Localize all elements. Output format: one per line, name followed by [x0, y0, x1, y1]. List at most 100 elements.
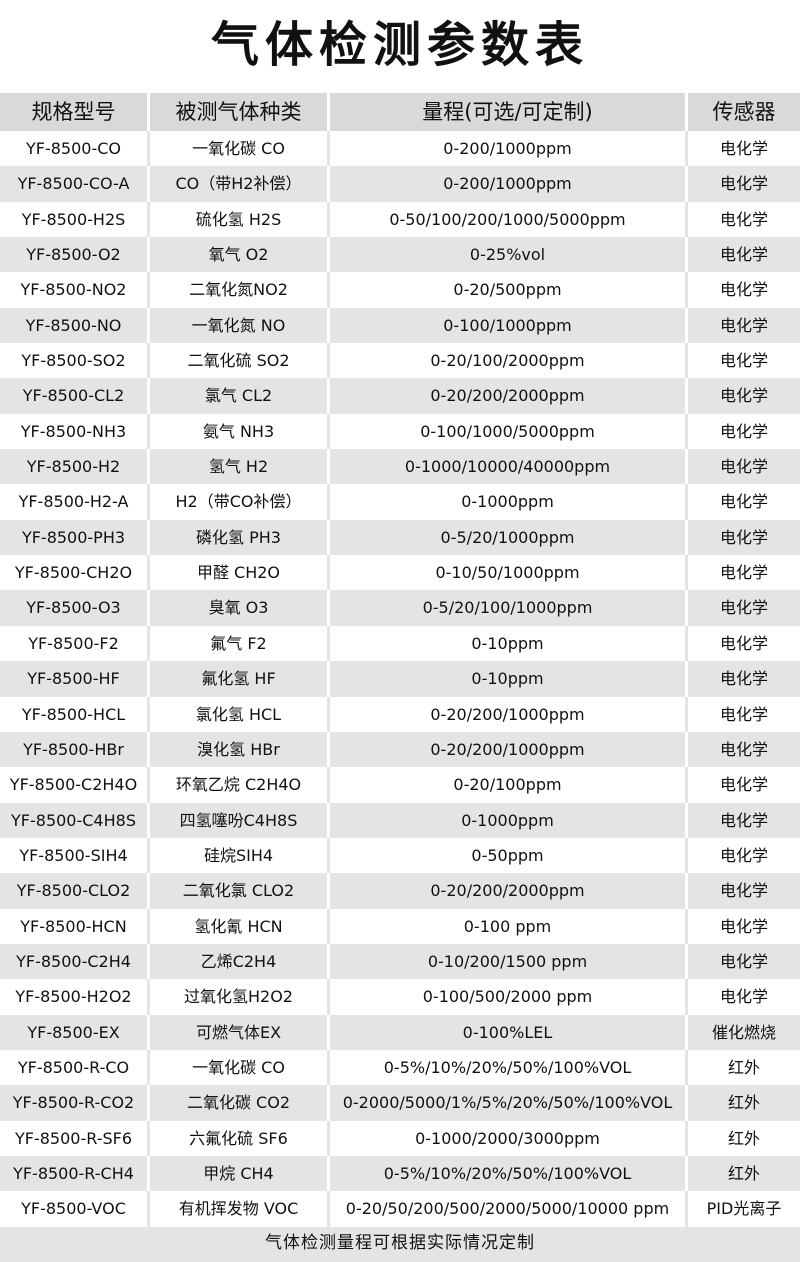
cell-range: 0-5%/10%/20%/50%/100%VOL: [330, 1155, 688, 1192]
table-row: YF-8500-H2O2 过氧化氢H2O2 0-100/500/2000 ppm 电化…: [0, 979, 800, 1015]
cell-sensor: 电化学: [719, 245, 768, 265]
table-row: YF-8500-CO 一氧化碳 CO 0-200/1000ppm 电化学: [0, 131, 800, 167]
cell-gas: 溴化氢 HBr: [150, 731, 330, 768]
cell-gas: 氢气 H2: [150, 449, 330, 485]
cell-gas: H2（带CO补偿）: [150, 484, 330, 520]
cell-model: YF-8500-NH3: [0, 413, 150, 450]
cell-sensor: 电化学: [719, 492, 768, 512]
cell-gas: 二氧化氮NO2: [150, 272, 330, 308]
table-row: YF-8500-O2 氧气 O2 0-25%vol 电化学: [0, 237, 800, 273]
cell-gas: 二氧化碳 CO2: [150, 1085, 330, 1121]
cell-range: 0-1000ppm: [330, 484, 688, 520]
table-row: YF-8500-CO-A CO（带H2补偿） 0-200/1000ppm 电化学: [0, 166, 800, 202]
table-row: YF-8500-C2H4 乙烯C2H4 0-10/200/1500 ppm 电化学: [0, 943, 800, 980]
cell-sensor: 红外: [727, 1057, 760, 1077]
table-row: YF-8500-H2 氢气 H2 0-1000/10000/40000ppm 电化学: [0, 449, 800, 485]
table-row: YF-8500-SO2 二氧化硫 SO2 0-20/100/2000ppm 电化学: [0, 343, 800, 379]
table-row: YF-8500-NO2 二氧化氮NO2 0-20/500ppm 电化学: [0, 272, 800, 308]
table-row: YF-8500-NO 一氧化氮 NO 0-100/1000ppm 电化学: [0, 307, 800, 344]
cell-range: 0-10/50/1000ppm: [330, 555, 688, 591]
cell-gas: 四氢噻吩C4H8S: [150, 802, 330, 838]
cell-gas: 一氧化碳 CO: [150, 131, 330, 167]
cell-sensor: 电化学: [719, 881, 768, 901]
table-row: YF-8500-HCN 氢化氰 HCN 0-100 ppm 电化学: [0, 908, 800, 944]
cell-sensor: 电化学: [719, 386, 768, 406]
header-sensor: 传感器: [712, 100, 776, 124]
cell-gas: 一氧化碳 CO: [150, 1049, 330, 1086]
cell-gas: 一氧化氮 NO: [150, 307, 330, 344]
cell-model: YF-8500-NO: [0, 307, 150, 344]
cell-range: 0-1000ppm: [330, 802, 688, 838]
cell-sensor: 电化学: [719, 739, 768, 759]
page-title: 气体检测参数表: [210, 17, 589, 73]
cell-range: 0-10ppm: [330, 625, 688, 662]
cell-model: YF-8500-O2: [0, 237, 150, 273]
table-row: YF-8500-C4H8S 四氢噻吩C4H8S 0-1000ppm 电化学: [0, 802, 800, 838]
table-row: YF-8500-EX 可燃气体EX 0-100%LEL 催化燃烧: [0, 1014, 800, 1050]
cell-sensor: 红外: [727, 1163, 760, 1183]
cell-range: 0-20/200/2000ppm: [330, 378, 688, 414]
table-row: YF-8500-CLO2 二氧化氯 CLO2 0-20/200/2000ppm 电化学: [0, 873, 800, 909]
cell-model: YF-8500-PH3: [0, 519, 150, 556]
cell-model: YF-8500-CLO2: [0, 873, 150, 909]
cell-range: 0-5%/10%/20%/50%/100%VOL: [330, 1049, 688, 1086]
cell-model: YF-8500-HCL: [0, 696, 150, 732]
table-body: YF-8500-CO 一氧化碳 CO 0-200/1000ppm 电化学 YF-8500…: [0, 131, 800, 1227]
cell-gas: 过氧化氢H2O2: [150, 979, 330, 1015]
cell-range: 0-50ppm: [330, 837, 688, 874]
cell-gas: 磷化氢 PH3: [150, 519, 330, 556]
table-row: YF-8500-R-SF6 六氟化硫 SF6 0-1000/2000/3000ppm…: [0, 1120, 800, 1156]
cell-gas: 有机挥发物 VOC: [150, 1191, 330, 1227]
cell-gas: 氯化氢 HCL: [150, 696, 330, 732]
cell-model: YF-8500-HCN: [0, 908, 150, 944]
cell-model: YF-8500-C2H4: [0, 943, 150, 980]
cell-model: YF-8500-F2: [0, 625, 150, 662]
cell-range: 0-20/100ppm: [330, 767, 688, 803]
table-row: YF-8500-O3 臭氧 O3 0-5/20/100/1000ppm 电化学: [0, 590, 800, 626]
cell-range: 0-10/200/1500 ppm: [330, 943, 688, 980]
header-gas: 被测气体种类: [150, 93, 330, 131]
table-row: YF-8500-H2S 硫化氢 H2S 0-50/100/200/1000/5000…: [0, 201, 800, 238]
cell-gas: 乙烯C2H4: [150, 943, 330, 980]
cell-model: YF-8500-R-CH4: [0, 1155, 150, 1192]
table-row: YF-8500-CH2O 甲醛 CH2O 0-10/50/1000ppm 电化学: [0, 555, 800, 591]
cell-gas: 臭氧 O3: [150, 590, 330, 626]
cell-range: 0-5/20/100/1000ppm: [330, 590, 688, 626]
table-row: YF-8500-C2H4O 环氧乙烷 C2H4O 0-20/100ppm 电化学: [0, 767, 800, 803]
cell-sensor: 电化学: [719, 139, 768, 158]
cell-sensor: 电化学: [719, 951, 768, 971]
cell-range: 0-10ppm: [330, 661, 688, 697]
cell-gas: 六氟化硫 SF6: [150, 1120, 330, 1156]
cell-model: YF-8500-SO2: [0, 343, 150, 379]
cell-gas: 二氧化氯 CLO2: [150, 873, 330, 909]
cell-gas: 氟化氢 HF: [150, 661, 330, 697]
cell-gas: 氢化氰 HCN: [150, 908, 330, 944]
cell-sensor: 电化学: [719, 598, 768, 618]
cell-gas: CO（带H2补偿）: [150, 166, 330, 202]
cell-range: 0-2000/5000/1%/5%/20%/50%/100%VOL: [330, 1085, 688, 1121]
cell-sensor: 红外: [727, 1093, 760, 1113]
cell-model: YF-8500-CO-A: [0, 166, 150, 202]
cell-range: 0-20/200/1000ppm: [330, 696, 688, 732]
table-row: YF-8500-VOC 有机挥发物 VOC 0-20/50/200/500/2000…: [0, 1191, 800, 1227]
cell-model: YF-8500-H2: [0, 449, 150, 485]
cell-gas: 环氧乙烷 C2H4O: [150, 767, 330, 803]
cell-model: YF-8500-R-CO2: [0, 1085, 150, 1121]
cell-sensor: PID光离子: [706, 1199, 782, 1219]
cell-range: 0-100 ppm: [330, 908, 688, 944]
cell-range: 0-20/50/200/500/2000/5000/10000 ppm: [330, 1191, 688, 1227]
cell-gas: 二氧化硫 SO2: [150, 343, 330, 379]
cell-sensor: 电化学: [719, 527, 768, 547]
cell-gas: 硅烷SIH4: [150, 837, 330, 874]
cell-sensor: 电化学: [719, 916, 768, 936]
cell-model: YF-8500-CL2: [0, 378, 150, 414]
cell-range: 0-20/200/1000ppm: [330, 731, 688, 768]
table-row: YF-8500-HBr 溴化氢 HBr 0-20/200/1000ppm 电化学: [0, 731, 800, 768]
table-row: YF-8500-H2-A H2（带CO补偿） 0-1000ppm 电化学: [0, 484, 800, 520]
cell-sensor: 电化学: [719, 280, 768, 300]
table-row: YF-8500-CL2 氯气 CL2 0-20/200/2000ppm 电化学: [0, 378, 800, 414]
table-row: YF-8500-PH3 磷化氢 PH3 0-5/20/1000ppm 电化学: [0, 519, 800, 556]
cell-sensor: 电化学: [719, 810, 768, 830]
cell-model: YF-8500-HBr: [0, 731, 150, 768]
table-row: YF-8500-R-CO 一氧化碳 CO 0-5%/10%/20%/50%/100%…: [0, 1049, 800, 1086]
